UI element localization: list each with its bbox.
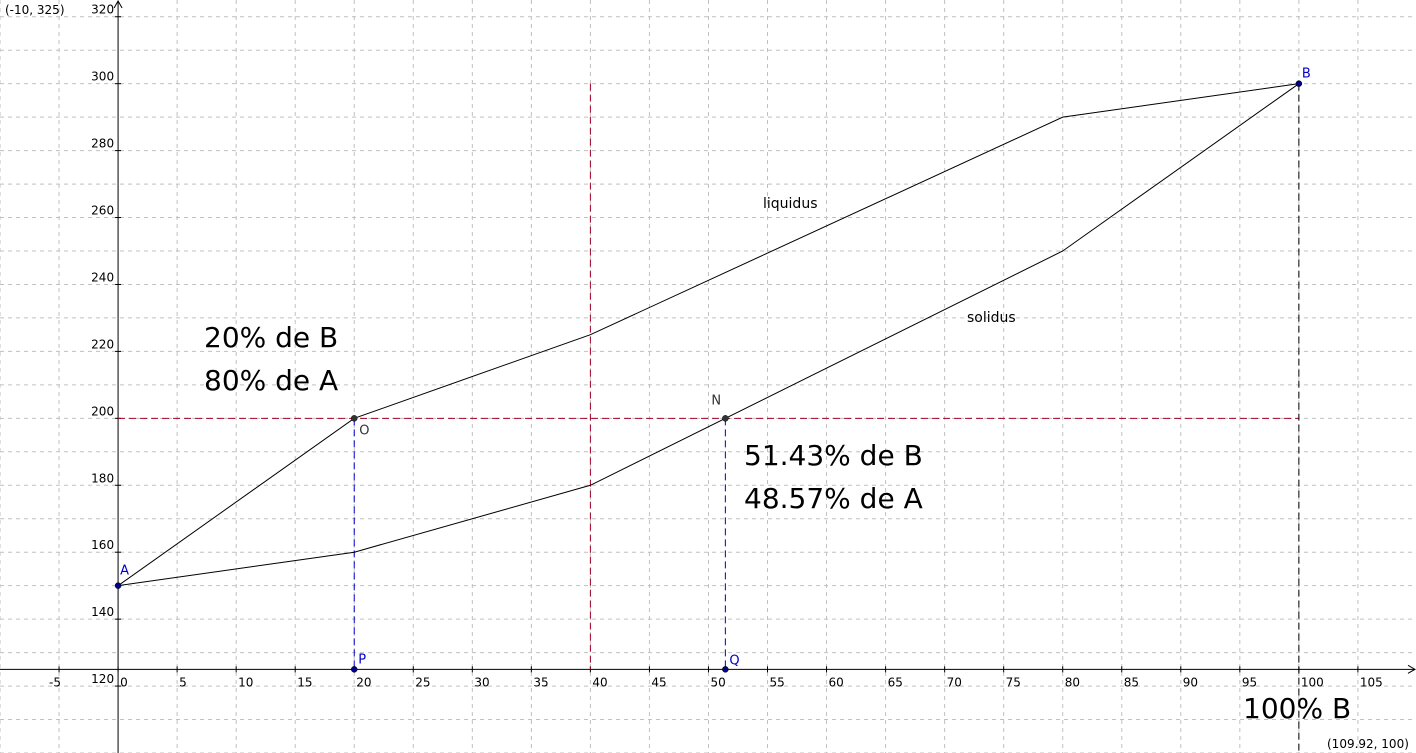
x-tick-label: 45	[651, 675, 666, 689]
point-p	[350, 666, 358, 673]
x-tick-label: 30	[474, 675, 489, 689]
points: A B O N P Q	[114, 67, 1311, 673]
corner-top-left-label: (-10, 325)	[5, 3, 65, 17]
point-a	[114, 582, 122, 589]
x-tick-label: 75	[1006, 675, 1021, 689]
left-composition-line1: 20% de B	[204, 321, 338, 354]
corner-bottom-right-label: (109.92, 100)	[1327, 737, 1409, 751]
x-tick-label: 40	[592, 675, 607, 689]
solidus-label: solidus	[967, 310, 1016, 326]
x-tick-label: 85	[1124, 675, 1139, 689]
y-tick-label: 240	[91, 270, 114, 284]
y-tick-label: 320	[91, 3, 114, 17]
right-composition-line1: 51.43% de B	[744, 439, 923, 472]
point-label-q: Q	[729, 653, 739, 668]
x-tick-label: -5	[49, 675, 61, 689]
x-tick-label: 90	[1183, 675, 1198, 689]
x-tick-label: 100	[1301, 675, 1324, 689]
guide-lines	[118, 83, 1300, 753]
x-tick-label: 95	[1242, 675, 1257, 689]
x-tick-label: 80	[1065, 675, 1080, 689]
liquidus-label: liquidus	[763, 196, 817, 212]
x-tick-label: 50	[710, 675, 725, 689]
bottom-right-label: 100% B	[1243, 692, 1351, 725]
y-tick-label: 220	[91, 337, 114, 351]
point-label-a: A	[120, 564, 129, 579]
x-tick-label: 65	[888, 675, 903, 689]
x-tick-label: 60	[829, 675, 844, 689]
y-tick-label: 300	[91, 70, 114, 84]
right-composition-line2: 48.57% de A	[744, 482, 923, 515]
point-label-o: O	[359, 423, 369, 438]
y-tick-label: 200	[91, 404, 114, 418]
x-tick-label: 55	[770, 675, 785, 689]
y-tick-label: 280	[91, 137, 114, 151]
x-tick-label: 35	[533, 675, 548, 689]
y-tick-label: 160	[91, 538, 114, 552]
y-tick-label: 140	[91, 605, 114, 619]
x-axis-arrow	[1407, 664, 1416, 674]
point-label-n: N	[711, 393, 721, 408]
point-b	[1295, 80, 1303, 87]
x-tick-label: 105	[1360, 675, 1383, 689]
x-tick-label: 25	[415, 675, 430, 689]
y-tick-label: 120	[91, 672, 114, 686]
point-o	[350, 415, 358, 422]
solidus-curve	[118, 83, 1300, 587]
y-tick-label: 260	[91, 204, 114, 218]
x-tick-label: 20	[356, 675, 371, 689]
tick-labels: -5 0 5 10 15 20 25 30 35 40 45 50 55 60 65 70 75 80 85 90 95…	[49, 3, 1383, 690]
x-tick-label: 0	[120, 675, 128, 689]
point-label-p: P	[358, 652, 366, 667]
liquidus-curve	[117, 83, 1299, 587]
y-axis-arrow	[113, 0, 123, 9]
x-tick-label: 10	[238, 675, 253, 689]
x-tick-label: 70	[947, 675, 962, 689]
curves	[117, 83, 1300, 587]
x-tick-label: 5	[179, 675, 187, 689]
point-n	[722, 415, 729, 422]
point-label-b: B	[1302, 67, 1311, 82]
point-q	[722, 666, 729, 673]
x-tick-label: 15	[297, 675, 312, 689]
y-tick-label: 180	[91, 471, 114, 485]
left-composition-line2: 80% de A	[204, 364, 338, 397]
